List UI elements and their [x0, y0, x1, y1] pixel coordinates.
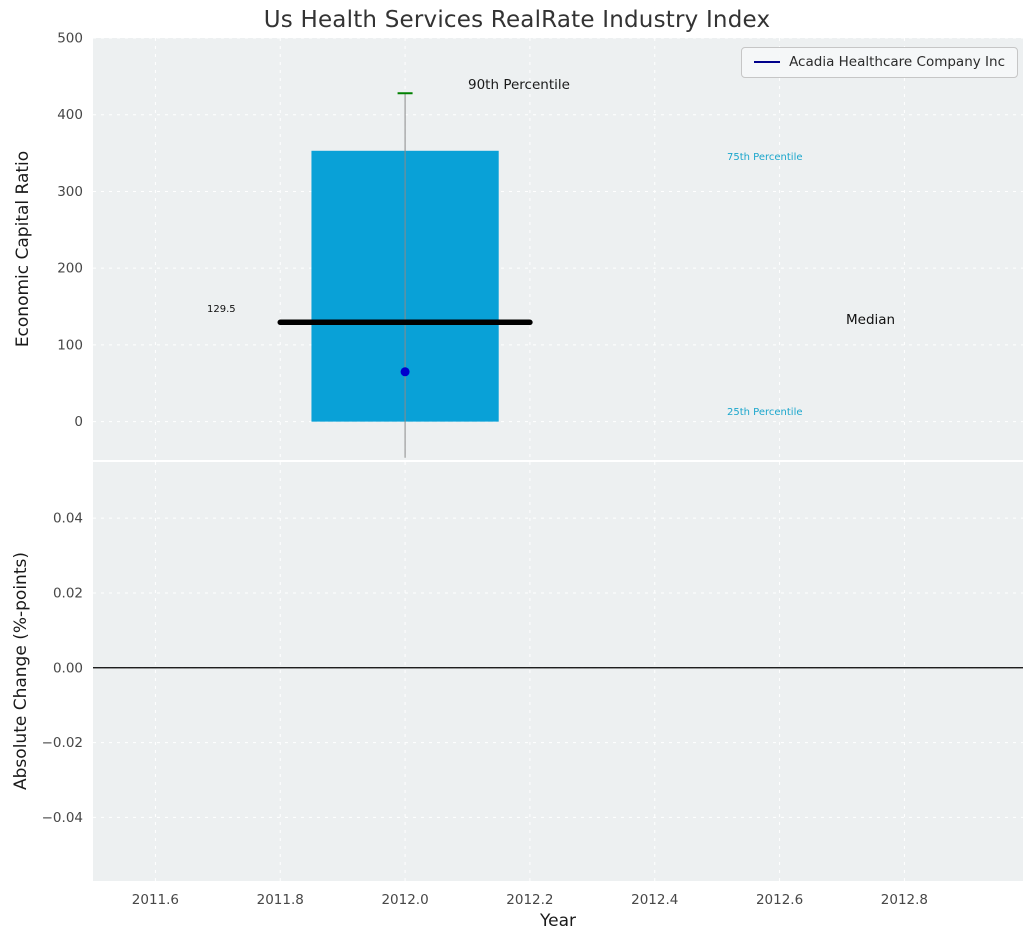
- top-y-tick-label: 300: [57, 184, 83, 200]
- x-tick-label: 2011.6: [132, 892, 179, 908]
- bottom-y-axis-label: Absolute Change (%-points): [11, 552, 31, 790]
- x-axis-label: Year: [540, 911, 576, 931]
- x-tick-label: 2012.6: [756, 892, 803, 908]
- top-y-tick-label: 500: [57, 31, 83, 47]
- bottom-y-tick-label: −0.04: [42, 810, 83, 826]
- bottom-panel-background: [93, 462, 1023, 881]
- top-y-tick-label: 0: [74, 414, 83, 430]
- p90-annotation: 90th Percentile: [468, 77, 570, 93]
- x-tick-label: 2012.2: [506, 892, 553, 908]
- x-tick-label: 2012.0: [381, 892, 428, 908]
- legend-label: Acadia Healthcare Company Inc: [789, 54, 1005, 70]
- chart-title: Us Health Services RealRate Industry Ind…: [263, 7, 771, 33]
- bottom-y-tick-label: −0.02: [42, 735, 83, 751]
- x-tick-label: 2012.8: [881, 892, 928, 908]
- x-tick-label: 2012.4: [631, 892, 678, 908]
- median-value-label: 129.5: [207, 304, 236, 315]
- legend: Acadia Healthcare Company Inc: [741, 47, 1018, 78]
- bottom-y-tick-label: 0.00: [53, 660, 83, 676]
- top-y-axis-label: Economic Capital Ratio: [13, 150, 33, 348]
- x-tick-label: 2011.8: [257, 892, 304, 908]
- top-y-tick-label: 400: [57, 107, 83, 123]
- bottom-y-tick-label: 0.02: [53, 585, 83, 601]
- median-annotation: Median: [846, 312, 896, 328]
- bottom-y-tick-label: 0.04: [53, 511, 83, 527]
- p25-annotation: 25th Percentile: [727, 407, 803, 418]
- top-y-tick-label: 200: [57, 261, 83, 277]
- legend-line-swatch: [754, 61, 781, 63]
- company-point: [400, 367, 410, 377]
- top-panel-background: [93, 38, 1023, 460]
- top-y-tick-label: 100: [57, 337, 83, 353]
- p75-annotation: 75th Percentile: [727, 152, 803, 163]
